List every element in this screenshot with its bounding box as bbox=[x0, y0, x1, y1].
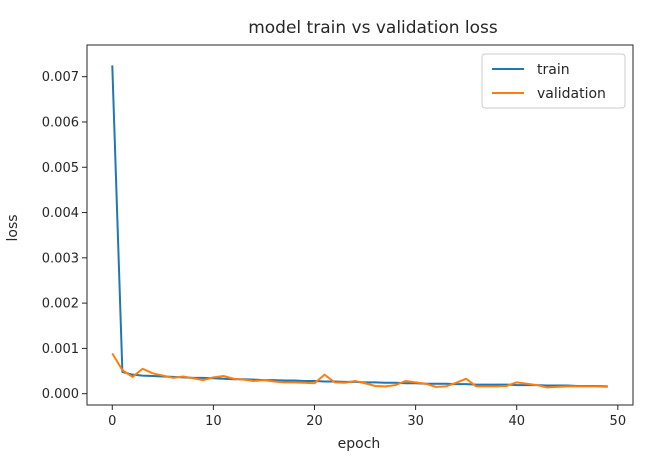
legend-box bbox=[481, 53, 626, 109]
y-tick-label: 0.003 bbox=[42, 251, 79, 266]
chart-title: model train vs validation loss bbox=[248, 18, 498, 38]
y-tick-label: 0.004 bbox=[42, 206, 79, 221]
x-axis-label: epoch bbox=[338, 436, 381, 452]
y-axis-label: loss bbox=[5, 214, 21, 241]
series-line-train bbox=[111, 65, 608, 388]
x-tick-label: 30 bbox=[407, 414, 424, 429]
y-ticks: 0.000 0.001 0.002 0.003 0.004 0.005 0.006 0.007 bbox=[42, 70, 87, 402]
x-tick-label: 20 bbox=[306, 414, 323, 429]
y-tick-label: 0.006 bbox=[42, 115, 79, 130]
x-tick-label: 0 bbox=[108, 414, 116, 429]
series-lines bbox=[111, 65, 608, 389]
y-tick-label: 0.007 bbox=[42, 70, 79, 85]
x-tick-label: 50 bbox=[610, 414, 627, 429]
y-tick-label: 0.005 bbox=[42, 161, 79, 176]
series-line-validation bbox=[111, 352, 608, 389]
plot-frame bbox=[86, 44, 634, 406]
x-tick-label: 10 bbox=[205, 414, 222, 429]
legend-label-train: train bbox=[537, 62, 570, 78]
y-tick-label: 0.001 bbox=[42, 342, 79, 357]
y-tick-label: 0.000 bbox=[42, 387, 79, 402]
y-tick-label: 0.002 bbox=[42, 297, 79, 312]
x-tick-label: 40 bbox=[508, 414, 525, 429]
x-ticks: 0 10 20 30 40 50 bbox=[108, 405, 626, 429]
legend-label-validation: validation bbox=[537, 86, 606, 102]
legend: train validation bbox=[481, 53, 626, 109]
axes-frame bbox=[86, 44, 634, 406]
